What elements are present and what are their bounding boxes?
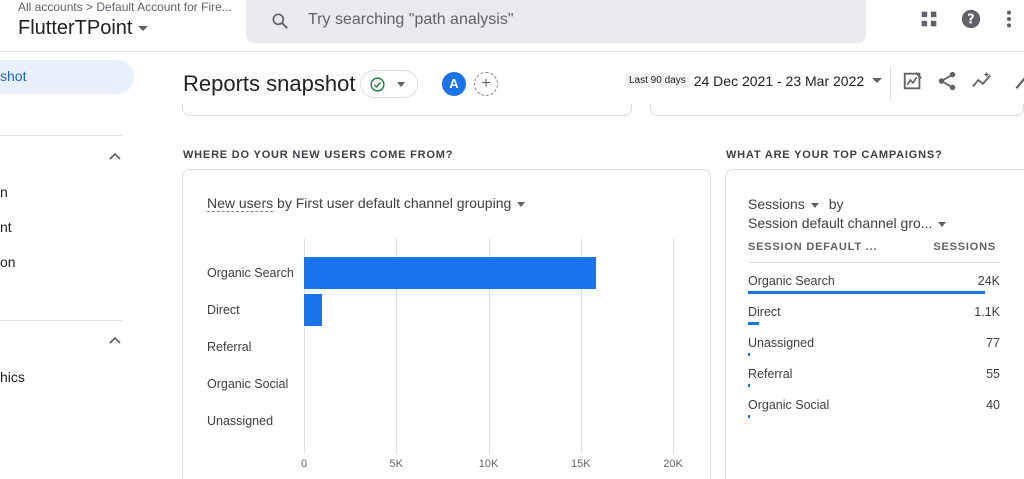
share-bar	[748, 291, 985, 294]
table-row[interactable]: Organic Search 24K	[748, 268, 1000, 299]
x-tick-label: 5K	[389, 458, 403, 470]
share-bar	[748, 322, 760, 325]
metric-selector[interactable]: Sessions	[748, 196, 805, 212]
header-divider	[748, 262, 1000, 263]
apps-icon[interactable]	[918, 8, 940, 30]
gridline	[580, 238, 582, 454]
help-icon[interactable]: ?	[960, 8, 982, 30]
share-bar	[748, 415, 750, 418]
sidebar-item-reports-snapshot[interactable]: shot	[0, 60, 134, 94]
more-vert-icon[interactable]	[1002, 8, 1016, 30]
date-range-picker[interactable]: Last 90 days 24 Dec 2021 - 23 Mar 2022	[625, 72, 883, 90]
gridline	[304, 238, 305, 454]
sidebar-divider	[0, 320, 122, 321]
x-tick-label: 20K	[663, 458, 683, 470]
share-icon[interactable]	[936, 70, 958, 92]
row-value: 40	[986, 398, 1000, 412]
edit-icon[interactable]	[1014, 70, 1024, 92]
chevron-down-icon[interactable]	[938, 221, 947, 227]
sidebar-divider	[0, 135, 122, 136]
x-tick-label: 15K	[570, 458, 591, 470]
row-value: 77	[986, 336, 1000, 350]
new-users-card: New users by First user default channel …	[182, 169, 711, 479]
sidebar-item[interactable]: on	[0, 254, 16, 270]
search-icon	[272, 13, 288, 29]
chevron-up-icon[interactable]	[108, 150, 122, 164]
dimension-selector[interactable]: by First user default channel grouping	[273, 195, 512, 211]
comparison-avatar[interactable]: A	[442, 72, 466, 96]
row-label: Direct	[748, 305, 781, 319]
metric-selector[interactable]: New users	[207, 195, 274, 212]
previous-card-edge	[650, 104, 1024, 116]
gridline	[488, 238, 490, 454]
table-row[interactable]: Organic Social 40	[748, 392, 1000, 423]
previous-card-edge	[182, 104, 632, 116]
row-label: Organic Search	[748, 274, 835, 288]
category-label: Direct	[207, 303, 240, 317]
chevron-down-icon	[138, 26, 149, 32]
check-circle-icon	[370, 77, 385, 92]
left-sidebar: shot n nt on hics	[0, 52, 150, 479]
sidebar-item[interactable]: hics	[0, 369, 25, 385]
property-selector[interactable]: FlutterTPoint	[18, 17, 149, 40]
table-title: Sessions by Session default channel gro.…	[748, 195, 947, 233]
page-title: Reports snapshot	[183, 71, 356, 96]
table-row[interactable]: Direct 1.1K	[748, 299, 1000, 330]
row-value: 55	[986, 367, 1000, 381]
by-label: by	[828, 196, 844, 212]
date-range-preset: Last 90 days	[625, 73, 690, 89]
gridline	[396, 238, 398, 454]
row-value: 1.1K	[974, 305, 1000, 319]
section-title-new-users: WHERE DO YOUR NEW USERS COME FROM?	[183, 149, 454, 161]
chevron-down-icon[interactable]	[810, 202, 819, 208]
row-label: Referral	[748, 367, 793, 381]
column-header-dimension[interactable]: SESSION DEFAULT ...	[748, 241, 878, 253]
x-tick-label: 0	[300, 458, 308, 470]
add-comparison-button[interactable]: +	[474, 72, 498, 96]
top-bar: All accounts > Default Account for Fire.…	[0, 0, 1024, 52]
table-row[interactable]: Referral 55	[748, 361, 1000, 392]
sidebar-item[interactable]: nt	[0, 219, 12, 235]
property-name: FlutterTPoint	[18, 17, 133, 39]
chevron-down-icon	[872, 78, 883, 84]
bar[interactable]	[304, 294, 323, 326]
chart-title[interactable]: New users by First user default channel …	[207, 195, 526, 212]
x-tick-label: 10K	[478, 458, 499, 470]
share-bar	[748, 353, 750, 356]
sidebar-item[interactable]: n	[0, 184, 8, 200]
category-label: Referral	[207, 340, 252, 354]
row-label: Unassigned	[748, 336, 815, 350]
column-header-sessions[interactable]: SESSIONS	[933, 241, 996, 253]
row-label: Organic Social	[748, 398, 830, 412]
customize-report-icon[interactable]	[902, 70, 924, 92]
category-label: Organic Search	[207, 266, 294, 280]
chevron-up-icon[interactable]	[108, 334, 122, 348]
share-bar	[748, 384, 750, 387]
insights-icon[interactable]	[970, 70, 994, 92]
category-label: Organic Social	[207, 377, 289, 391]
dimension-selector[interactable]: Session default channel gro...	[748, 215, 933, 231]
divider	[890, 66, 891, 100]
breadcrumb[interactable]: All accounts > Default Account for Fire.…	[18, 0, 232, 14]
svg-text:?: ?	[967, 13, 974, 28]
status-chip[interactable]	[360, 70, 418, 98]
gridline	[673, 238, 674, 454]
category-label: Unassigned	[207, 414, 274, 428]
row-value: 24K	[977, 274, 1000, 288]
report-header: Reports snapshot A + Last 90 days 24 Dec …	[150, 52, 1024, 114]
date-range-text: 24 Dec 2021 - 23 Mar 2022	[693, 72, 865, 89]
chevron-down-icon	[397, 82, 405, 87]
bar[interactable]	[304, 257, 596, 289]
search-bar[interactable]: Try searching "path analysis"	[246, 0, 866, 43]
search-placeholder: Try searching "path analysis"	[308, 11, 514, 28]
sidebar-item-label: shot	[0, 68, 27, 84]
section-title-campaigns: WHAT ARE YOUR TOP CAMPAIGNS?	[726, 149, 943, 161]
table-row[interactable]: Unassigned 77	[748, 330, 1000, 361]
campaigns-card: Sessions by Session default channel gro.…	[725, 169, 1024, 479]
chevron-down-icon[interactable]	[517, 201, 526, 207]
